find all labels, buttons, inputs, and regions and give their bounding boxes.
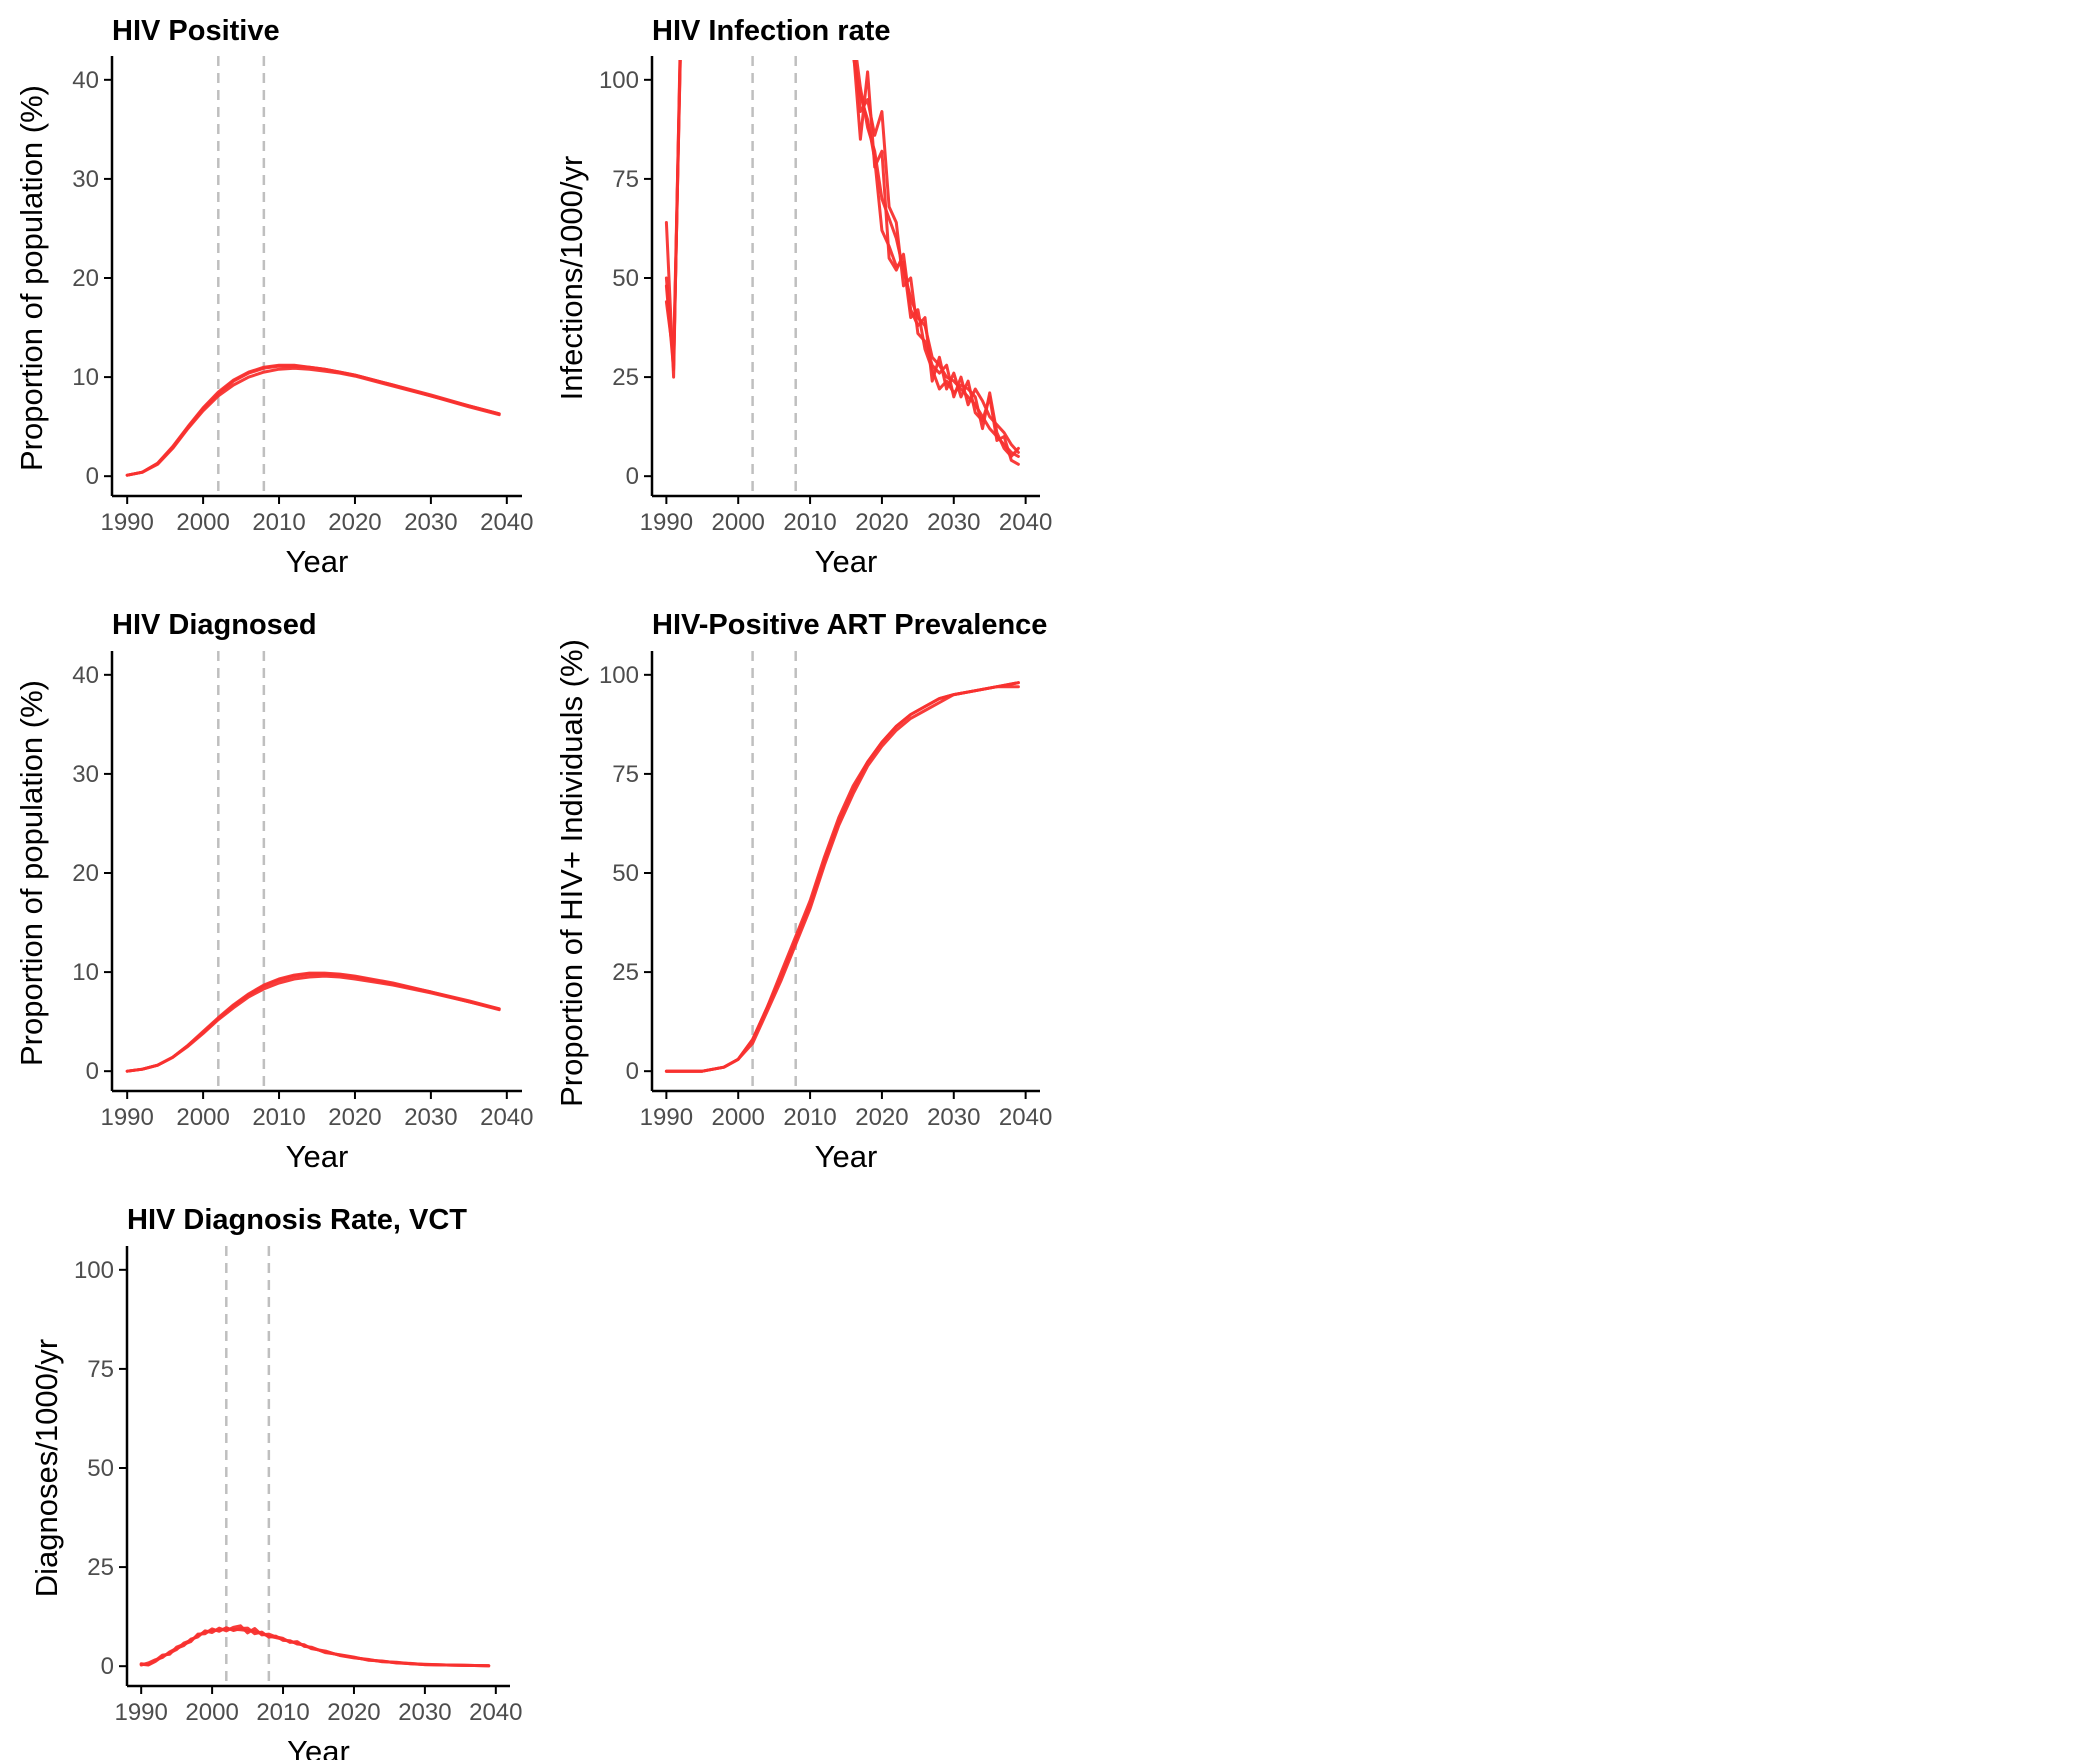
- x-tick-label: 2020: [855, 1104, 908, 1131]
- x-tick-label: 2010: [252, 1104, 305, 1131]
- y-tick-label: 10: [72, 959, 99, 986]
- x-tick-label: 2000: [712, 1104, 765, 1131]
- x-axis-title: Year: [286, 544, 349, 579]
- series-line-3: [125, 971, 501, 1073]
- y-tick-label: 100: [599, 662, 639, 689]
- y-tick-label: 0: [101, 1653, 114, 1680]
- y-tick-label: 20: [72, 860, 99, 887]
- x-tick-label: 2000: [176, 1104, 229, 1131]
- y-tick-label: 0: [626, 1058, 639, 1085]
- y-axis-title: Proportion of population (%): [14, 680, 49, 1066]
- series-line-4: [664, 60, 1020, 458]
- x-tick-label: 2020: [328, 1104, 381, 1131]
- y-tick-label: 25: [87, 1554, 114, 1581]
- y-tick-label: 75: [87, 1356, 114, 1383]
- chart-title: HIV Positive: [112, 15, 280, 47]
- x-tick-label: 2040: [999, 509, 1052, 536]
- x-tick-label: 2000: [185, 1699, 238, 1726]
- y-tick-label: 25: [612, 959, 639, 986]
- x-tick-label: 1990: [640, 509, 693, 536]
- x-tick-label: 2000: [176, 509, 229, 536]
- y-tick-label: 50: [612, 265, 639, 292]
- x-tick-label: 2010: [256, 1699, 309, 1726]
- series-line-2: [125, 366, 501, 477]
- y-tick-label: 40: [72, 662, 99, 689]
- chart-panel-2: HIV Infection rate 0 25 50 75 100 1990 2000 2010…: [554, 15, 1052, 579]
- x-axis-title: Year: [815, 1139, 878, 1174]
- y-tick-label: 100: [74, 1257, 114, 1284]
- x-tick-label: 2020: [327, 1699, 380, 1726]
- series-line-3: [139, 1626, 491, 1668]
- series-line-1: [125, 972, 501, 1073]
- chart-panel-5: HIV Diagnosis Rate, VCT 0 25 50 75 100 1990 200…: [29, 1204, 523, 1760]
- x-tick-label: 2030: [398, 1699, 451, 1726]
- y-tick-label: 100: [599, 67, 639, 94]
- x-axis-title: Year: [286, 1139, 349, 1174]
- series-line-2: [125, 974, 501, 1073]
- x-tick-label: 2020: [328, 509, 381, 536]
- y-tick-label: 30: [72, 761, 99, 788]
- x-tick-label: 2030: [927, 509, 980, 536]
- x-tick-label: 2010: [783, 509, 836, 536]
- x-axis-title: Year: [287, 1734, 350, 1760]
- x-tick-label: 2010: [783, 1104, 836, 1131]
- chart-title: HIV-Positive ART Prevalence: [652, 609, 1047, 641]
- series-line-1: [664, 681, 1020, 1073]
- x-tick-label: 2020: [855, 509, 908, 536]
- x-tick-label: 2030: [927, 1104, 980, 1131]
- x-tick-label: 2000: [712, 509, 765, 536]
- y-tick-label: 10: [72, 364, 99, 391]
- x-tick-label: 1990: [640, 1104, 693, 1131]
- y-tick-label: 0: [626, 463, 639, 490]
- y-tick-label: 30: [72, 166, 99, 193]
- series-line-2: [664, 685, 1020, 1073]
- series-line-1: [125, 363, 501, 477]
- y-tick-label: 50: [612, 860, 639, 887]
- y-tick-label: 20: [72, 265, 99, 292]
- y-tick-label: 50: [87, 1455, 114, 1482]
- x-tick-label: 2040: [480, 1104, 533, 1131]
- y-tick-label: 0: [86, 1058, 99, 1085]
- x-tick-label: 2010: [252, 509, 305, 536]
- x-tick-label: 2040: [999, 1104, 1052, 1131]
- x-tick-label: 2030: [404, 1104, 457, 1131]
- chart-title: HIV Diagnosis Rate, VCT: [127, 1204, 467, 1236]
- x-tick-label: 1990: [114, 1699, 167, 1726]
- y-axis-title: Diagnoses/1000/yr: [29, 1339, 64, 1598]
- y-tick-label: 0: [86, 463, 99, 490]
- y-axis-title: Infections/1000/yr: [554, 156, 589, 401]
- series-line-3: [125, 364, 501, 477]
- x-tick-label: 1990: [100, 509, 153, 536]
- y-axis-title: Proportion of HIV+ Individuals (%): [554, 639, 589, 1107]
- y-axis-title: Proportion of population (%): [14, 85, 49, 471]
- chart-panel-4: HIV-Positive ART Prevalence 0 25 50 75 100 199…: [554, 609, 1052, 1174]
- x-tick-label: 2040: [469, 1699, 522, 1726]
- y-tick-label: 75: [612, 761, 639, 788]
- x-axis-title: Year: [815, 544, 878, 579]
- y-tick-label: 25: [612, 364, 639, 391]
- x-tick-label: 1990: [100, 1104, 153, 1131]
- chart-title: HIV Diagnosed: [112, 609, 317, 641]
- y-tick-label: 75: [612, 166, 639, 193]
- series-line-2: [139, 1624, 491, 1668]
- x-tick-label: 2030: [404, 509, 457, 536]
- chart-title: HIV Infection rate: [652, 15, 891, 47]
- y-tick-label: 40: [72, 67, 99, 94]
- series-line-3: [664, 681, 1020, 1073]
- x-tick-label: 2040: [480, 509, 533, 536]
